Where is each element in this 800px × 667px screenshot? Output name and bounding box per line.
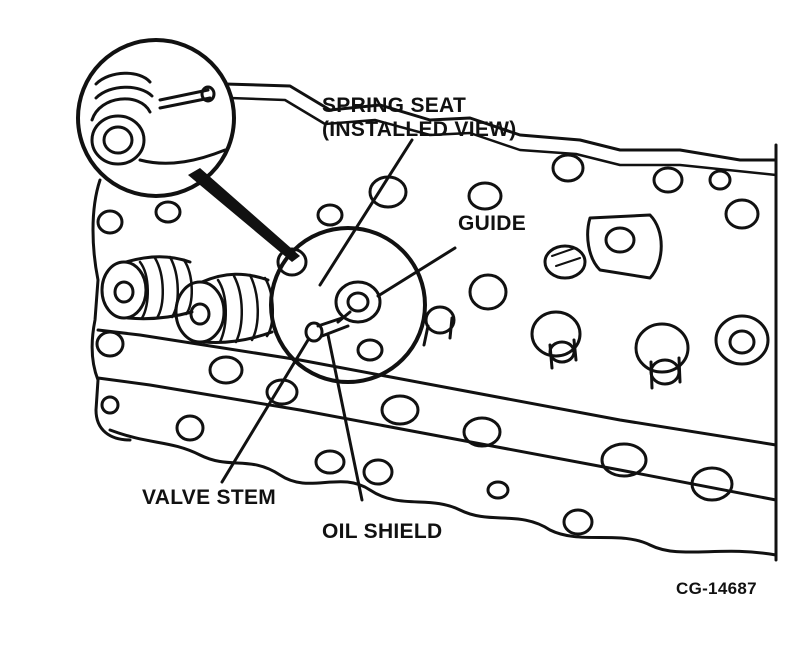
valve-spring-left <box>100 255 194 321</box>
label-oil-shield: OIL SHIELD <box>322 520 443 543</box>
valve-spring-right <box>174 272 274 344</box>
label-guide: GUIDE <box>458 212 527 235</box>
inset-magnified-view <box>76 38 300 262</box>
cylinder-head-body <box>90 82 778 562</box>
label-spring-seat-line1: SPRING SEAT <box>322 94 467 117</box>
leader-valve-stem <box>220 338 310 484</box>
deck-bolt-holes <box>96 153 760 277</box>
lower-face-ports <box>95 330 734 536</box>
leader-oil-shield <box>326 333 364 502</box>
guide-boss-plate <box>543 213 663 280</box>
valve-guides <box>422 273 770 390</box>
label-spring-seat: SPRING SEAT (INSTALLED VIEW) <box>322 94 517 142</box>
label-valve-stem: VALVE STEM <box>142 486 277 509</box>
figure-code: CG-14687 <box>676 579 757 598</box>
leader-lines <box>220 138 457 502</box>
leader-guide <box>376 246 457 298</box>
label-spring-seat-line2: (INSTALLED VIEW) <box>322 118 517 141</box>
leader-spring-seat <box>318 138 414 287</box>
detail-circle <box>269 226 427 384</box>
